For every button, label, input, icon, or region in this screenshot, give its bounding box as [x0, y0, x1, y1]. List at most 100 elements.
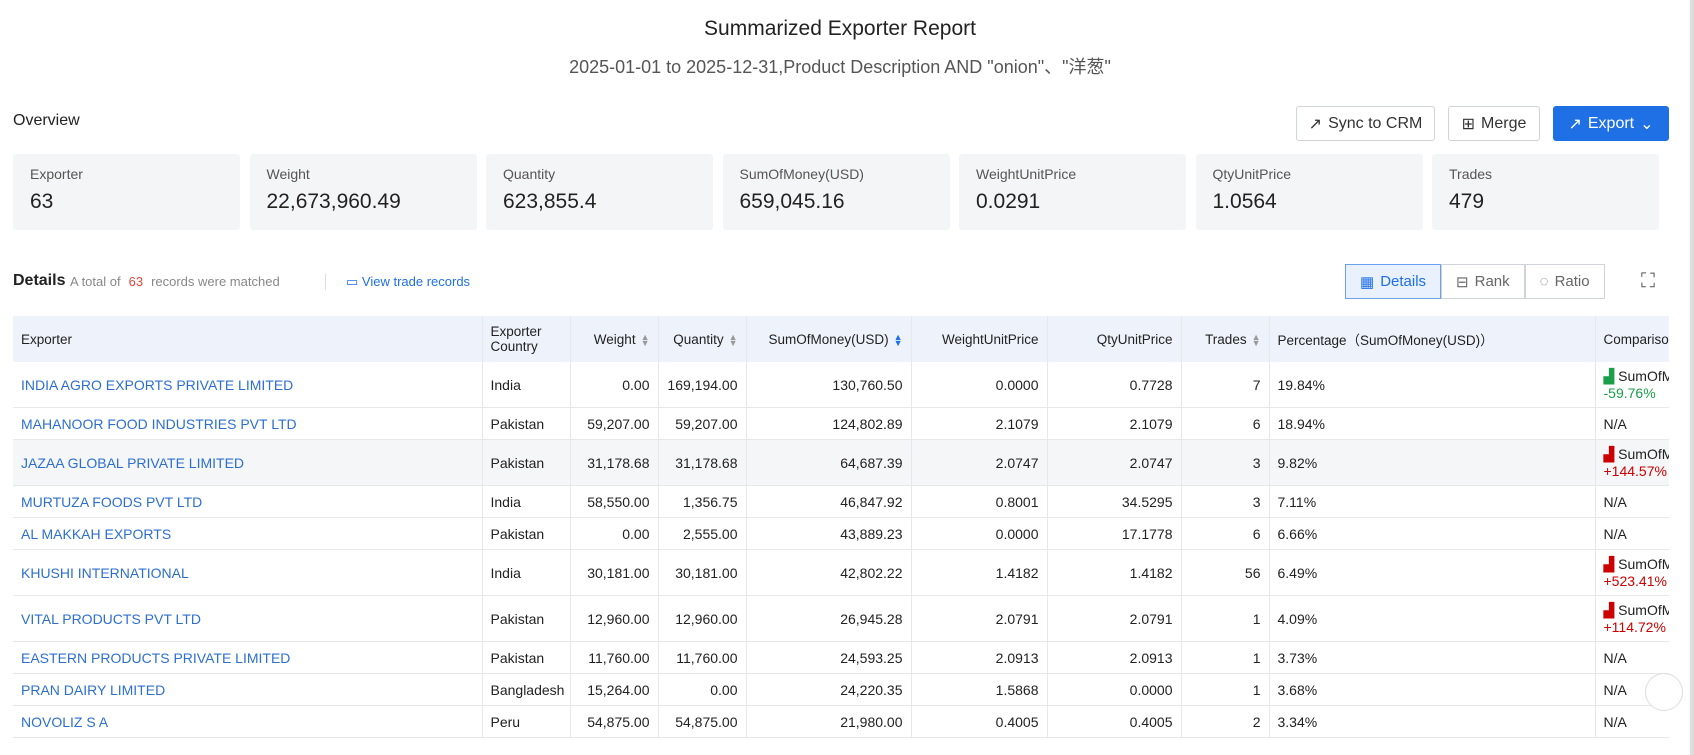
table-cell: 2.1079 — [911, 407, 1048, 440]
exporter-link[interactable]: NOVOLIZ S A — [13, 705, 483, 738]
cell-text: 7 — [1252, 376, 1261, 393]
header-text: Trades — [1205, 331, 1247, 347]
cell-text: 42,802.22 — [840, 564, 903, 581]
table-cell: 0.00 — [570, 362, 659, 408]
cell-text: N/A — [1603, 713, 1627, 730]
details-table: Exporter Exporter Country Weight ▲ ▼ Quantity… — [13, 316, 1669, 738]
table-cell: 21,980.00 — [746, 705, 912, 738]
tab[interactable]: ⊟ Rank — [1441, 264, 1525, 299]
cell-text: 1 — [1252, 681, 1261, 698]
exporter-link[interactable]: PRAN DAIRY LIMITED — [13, 673, 483, 706]
cell-text: 3.68% — [1277, 681, 1318, 698]
cell-text: India — [490, 564, 521, 581]
table-cell: Pakistan — [482, 407, 571, 440]
text: A total of — [70, 274, 121, 289]
view-trade-link[interactable]: ▭ View trade records — [325, 274, 470, 290]
table-cell: ▟ SumOfMoney(USD)-59.76% — [1595, 362, 1669, 408]
cell-text: 18.94% — [1277, 415, 1325, 432]
cell-text: 24,220.35 — [840, 681, 903, 698]
cell-text: EASTERN PRODUCTS PRIVATE LIMITED — [21, 649, 291, 666]
export-button[interactable]: ↗ Export ⌄ — [1553, 106, 1669, 141]
table-cell: 2 — [1181, 705, 1270, 738]
column-header: Exporter — [13, 316, 483, 362]
fullscreen-button[interactable]: ⛶ — [1641, 270, 1655, 292]
column-header: WeightUnitPrice — [911, 316, 1048, 362]
cell-text: 1 — [1252, 610, 1261, 627]
table-cell: 0.4005 — [1047, 705, 1182, 738]
help-button[interactable] — [1645, 673, 1683, 711]
column-header[interactable]: Trades ▲ ▼ — [1181, 316, 1270, 362]
table-cell: 6 — [1181, 517, 1270, 550]
table-cell: 30,181.00 — [570, 549, 659, 596]
button-label: Sync to CRM — [1328, 114, 1423, 132]
cell-text: Peru — [490, 713, 521, 730]
stat-card: SumOfMoney(USD) 659,045.16 — [722, 154, 950, 230]
table-cell: 1,356.75 — [658, 485, 747, 518]
sort-icon[interactable]: ▲ ▼ — [893, 331, 903, 348]
stat-label: QtyUnitPrice — [1212, 166, 1292, 182]
stat-value: 1.0564 — [1212, 190, 1277, 213]
comparison-change: +144.57% — [1603, 463, 1667, 479]
cell-text: PRAN DAIRY LIMITED — [21, 681, 166, 698]
cell-text: 2,555.00 — [683, 525, 738, 542]
cell-text: Pakistan — [490, 649, 545, 666]
tab[interactable]: ◌ Ratio — [1524, 264, 1605, 299]
cell-text: 0.00 — [622, 525, 650, 542]
exporter-link[interactable]: JAZAA GLOBAL PRIVATE LIMITED — [13, 439, 483, 486]
column-header: Percentage（SumOfMoney(USD)） — [1269, 316, 1596, 362]
table-cell: 1.4182 — [1047, 549, 1182, 596]
comparison-change: -59.76% — [1603, 385, 1656, 401]
sort-icon[interactable]: ▲ ▼ — [640, 331, 650, 348]
table-cell: 3 — [1181, 439, 1270, 486]
header-text: Weight — [593, 331, 636, 347]
table-cell: 18.94% — [1269, 407, 1596, 440]
column-header[interactable]: Weight ▲ ▼ — [570, 316, 659, 362]
cell-text: 169,194.00 — [667, 376, 738, 393]
cell-text: 0.8001 — [995, 493, 1039, 510]
icon: ⌄ — [1640, 115, 1654, 133]
exporter-link[interactable]: EASTERN PRODUCTS PRIVATE LIMITED — [13, 641, 483, 674]
exporter-link[interactable]: INDIA AGRO EXPORTS PRIVATE LIMITED — [13, 362, 483, 408]
icon: ↗ — [1308, 115, 1323, 133]
cell-text: 0.4005 — [995, 713, 1039, 730]
exporter-link[interactable]: VITAL PRODUCTS PVT LTD — [13, 595, 483, 642]
stat-value: 659,045.16 — [739, 190, 845, 213]
table-cell: 0.7728 — [1047, 362, 1182, 408]
cell-text: 2.0791 — [1129, 610, 1173, 627]
exporter-link[interactable]: AL MAKKAH EXPORTS — [13, 517, 483, 550]
tab[interactable]: ▦ Details — [1345, 264, 1442, 299]
sort-icon[interactable]: ▲ ▼ — [1251, 331, 1261, 348]
header-row: Exporter Exporter Country Weight ▲ ▼ Quantity… — [13, 316, 1669, 362]
table-cell: 24,593.25 — [746, 641, 912, 674]
column-header[interactable]: SumOfMoney(USD) ▲ ▼ — [746, 316, 912, 362]
table-cell: 6.66% — [1269, 517, 1596, 550]
table-cell: 59,207.00 — [658, 407, 747, 440]
column-header: Comparison — [1595, 316, 1669, 362]
cell-text: 0.00 — [710, 681, 738, 698]
table-cell: 2.1079 — [1047, 407, 1182, 440]
cell-text: 6 — [1252, 415, 1261, 432]
exporter-link[interactable]: MURTUZA FOODS PVT LTD — [13, 485, 483, 518]
table-row: VITAL PRODUCTS PVT LTD Pakistan 12,960.00 1… — [13, 595, 1669, 642]
tabs: ▦ Details ⊟ Rank ◌ Ratio — [1345, 264, 1605, 299]
table-cell: 2.0747 — [1047, 439, 1182, 486]
merge-button[interactable]: ⊞ Merge — [1448, 106, 1540, 141]
table-cell: 46,847.92 — [746, 485, 912, 518]
sync-button[interactable]: ↗ Sync to CRM — [1296, 106, 1435, 141]
exporter-link[interactable]: MAHANOOR FOOD INDUSTRIES PVT LTD — [13, 407, 483, 440]
cell-text: 0.7728 — [1129, 376, 1173, 393]
table-cell: 64,687.39 — [746, 439, 912, 486]
column-header[interactable]: Quantity ▲ ▼ — [658, 316, 747, 362]
exporter-link[interactable]: KHUSHI INTERNATIONAL — [13, 549, 483, 596]
sort-icon[interactable]: ▲ ▼ — [728, 331, 738, 348]
table-cell: 31,178.68 — [570, 439, 659, 486]
header-text: Quantity — [673, 331, 724, 347]
cell-text: 3 — [1252, 454, 1261, 471]
cell-text: 12,960.00 — [587, 610, 650, 627]
header-text: Exporter Country — [490, 324, 542, 354]
cell-text: 6.66% — [1277, 525, 1318, 542]
table-cell: 43,889.23 — [746, 517, 912, 550]
cell-text: Pakistan — [490, 525, 545, 542]
cell-text: 17.1778 — [1121, 525, 1173, 542]
table-cell: 169,194.00 — [658, 362, 747, 408]
